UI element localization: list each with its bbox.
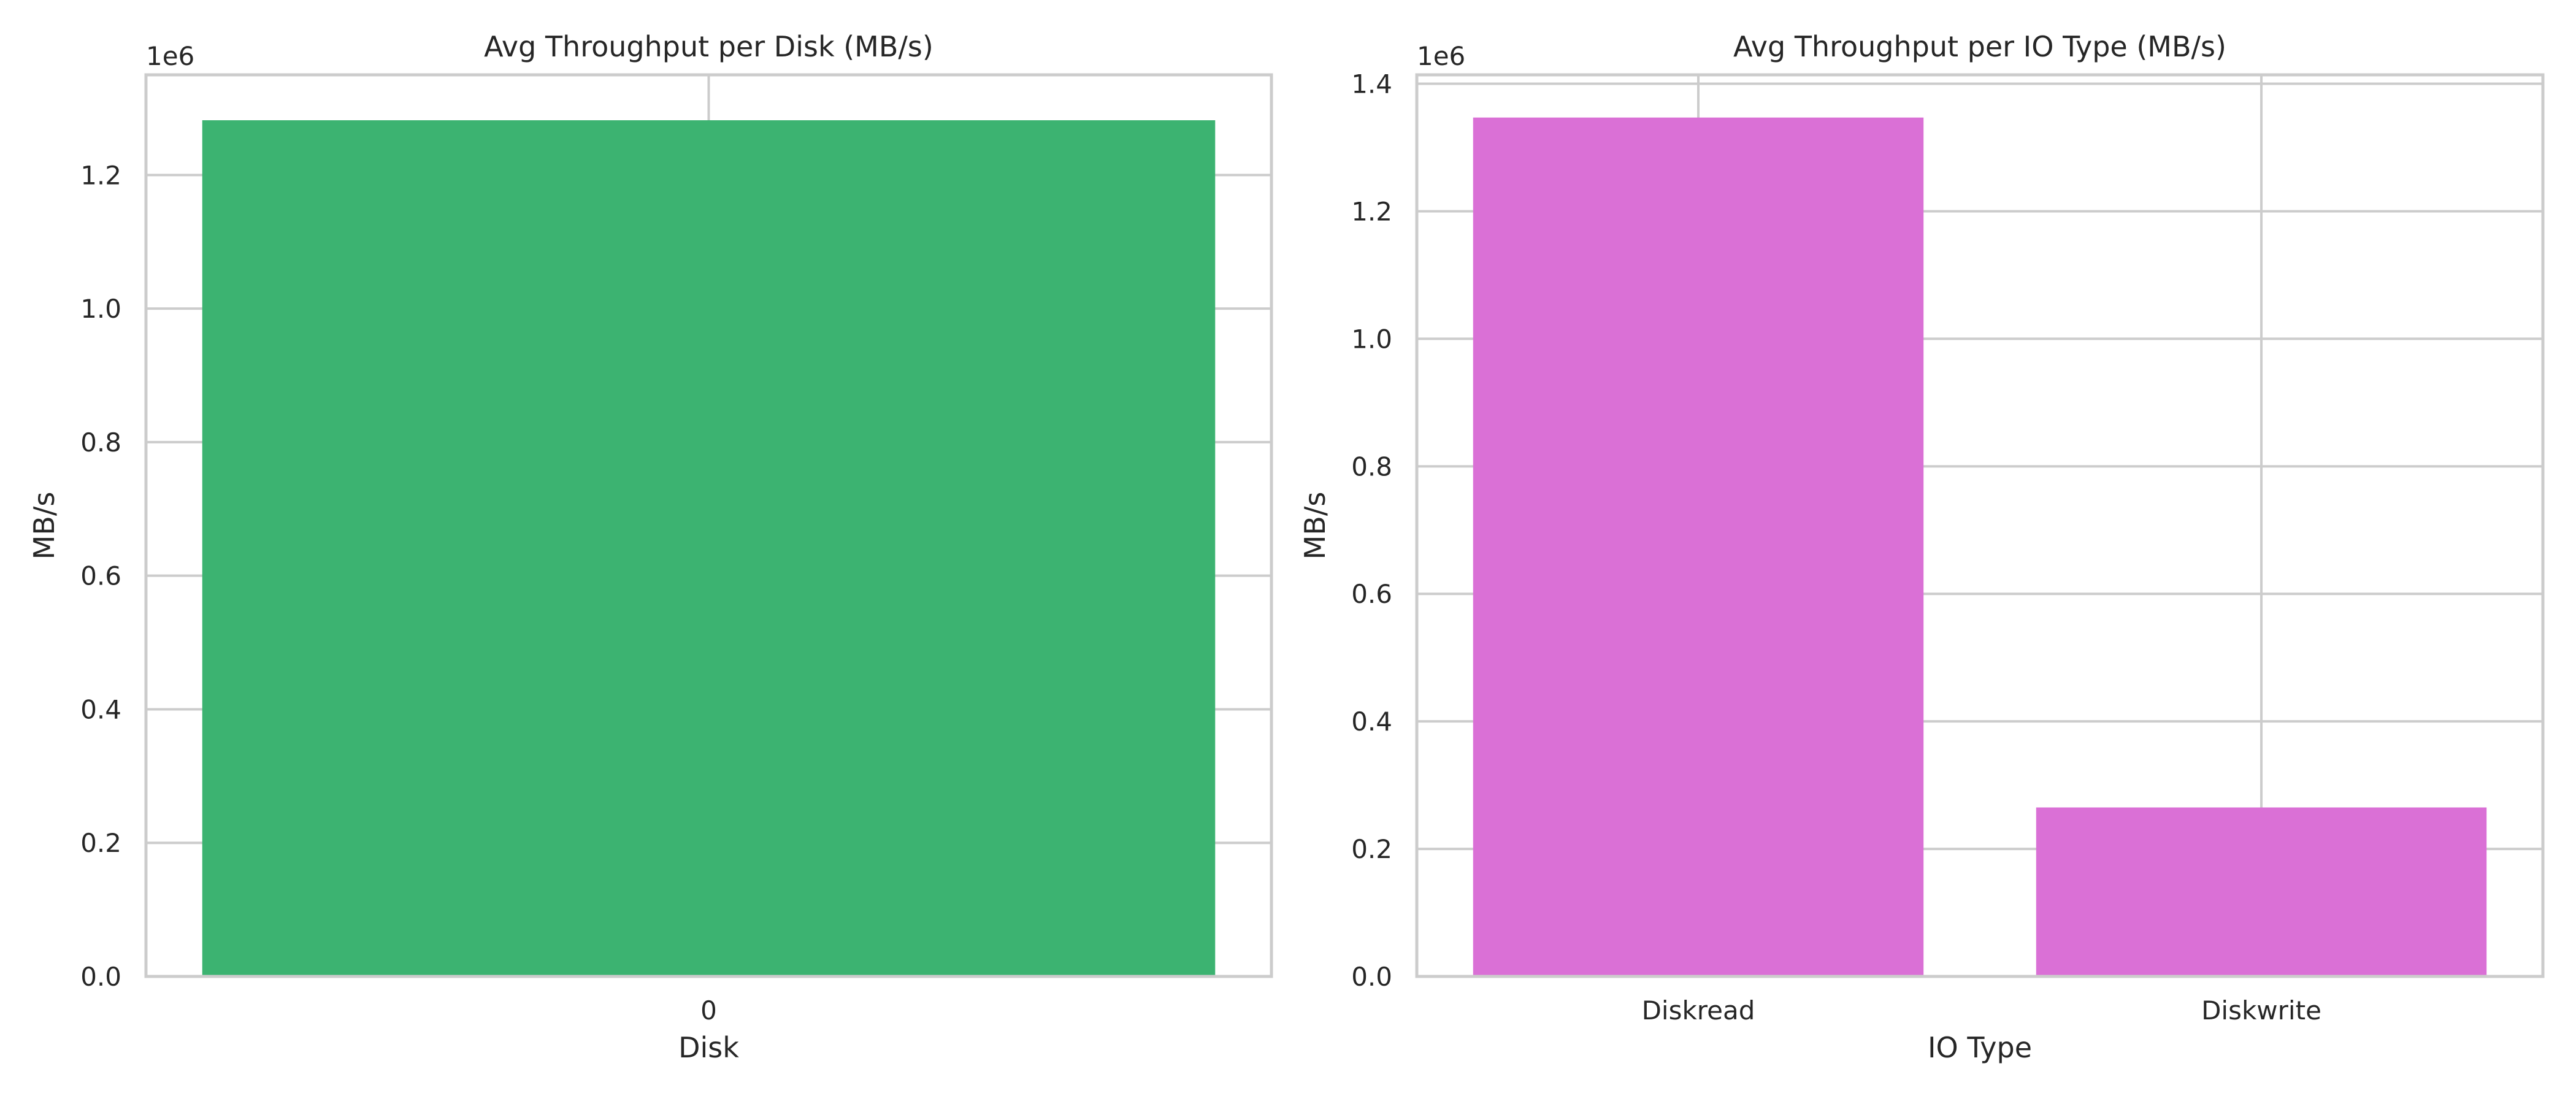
y-tick-labels: 0.0 0.2 0.4 0.6 0.8 1.0 1.2 — [80, 160, 121, 992]
y-offset-label: 1e6 — [146, 41, 194, 71]
y-tick-label: 0.6 — [1351, 579, 1392, 609]
plot-frame — [144, 73, 1273, 978]
y-tick-label: 1.4 — [1351, 69, 1392, 99]
chart-title: Avg Throughput per IO Type (MB/s) — [1733, 30, 2226, 63]
y-tick-label: 0.0 — [80, 962, 121, 992]
y-tick-label: 0.4 — [1351, 707, 1392, 737]
bar — [1473, 117, 1924, 977]
y-tick-label: 0.0 — [1351, 962, 1392, 992]
y-tick-label: 1.0 — [80, 294, 121, 324]
chart-title: Avg Throughput per Disk (MB/s) — [484, 30, 933, 63]
chart-iotype-throughput: 0.0 0.2 0.4 0.6 0.8 1.0 1.2 1.4 Diskread Diskwri… — [1298, 30, 2545, 1064]
bar — [202, 120, 1216, 977]
y-tick-label: 0.4 — [80, 694, 121, 724]
y-tick-label: 1.2 — [1351, 196, 1392, 226]
x-axis-label: IO Type — [1928, 1031, 2032, 1064]
bar-layer — [202, 120, 1216, 977]
x-tick-labels: 0 — [700, 995, 717, 1025]
y-tick-label: 0.8 — [80, 427, 121, 458]
y-tick-label: 0.2 — [1351, 834, 1392, 864]
chart-disk-throughput: 0.0 0.2 0.4 0.6 0.8 1.0 1.2 0 Avg Throughput p… — [28, 30, 1273, 1064]
y-tick-label: 1.0 — [1351, 324, 1392, 354]
x-axis-label: Disk — [678, 1031, 739, 1064]
y-offset-label: 1e6 — [1417, 41, 1465, 71]
y-axis-label: MB/s — [28, 492, 61, 560]
x-tick-label: 0 — [700, 995, 717, 1025]
y-tick-label: 0.6 — [80, 561, 121, 591]
y-tick-label: 1.2 — [80, 160, 121, 190]
x-tick-labels: Diskread Diskwrite — [1642, 995, 2321, 1025]
x-tick-label: Diskwrite — [2201, 995, 2321, 1025]
y-tick-label: 0.8 — [1351, 451, 1392, 481]
bar — [2036, 807, 2487, 976]
x-tick-label: Diskread — [1642, 995, 1755, 1025]
bar-layer — [1473, 117, 2487, 977]
y-tick-label: 0.2 — [80, 828, 121, 858]
y-tick-labels: 0.0 0.2 0.4 0.6 0.8 1.0 1.2 1.4 — [1351, 69, 1392, 992]
y-axis-label: MB/s — [1298, 492, 1332, 560]
plot-frame — [1415, 73, 2545, 978]
